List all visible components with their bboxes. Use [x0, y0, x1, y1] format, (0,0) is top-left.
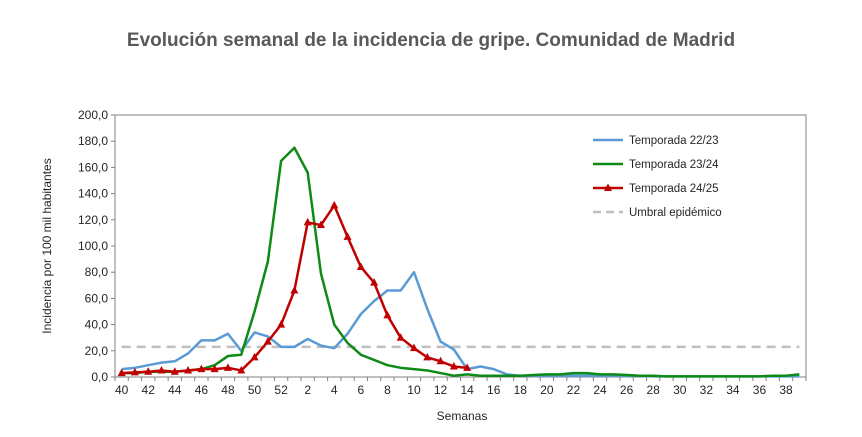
x-tick-label: 4 [331, 383, 338, 397]
x-tick-label: 36 [753, 383, 767, 397]
legend-marker [604, 183, 612, 191]
data-point-marker [170, 367, 179, 375]
data-point-marker [436, 356, 445, 365]
x-tick-label: 48 [221, 383, 235, 397]
legend-label: Temporada 23/24 [629, 159, 719, 171]
y-axis-label: Incidencia por 100 mil habitantes [40, 158, 54, 333]
data-point-marker [463, 363, 472, 371]
x-tick-label: 34 [726, 383, 740, 397]
x-tick-label: 32 [700, 383, 714, 397]
x-tick-label: 46 [195, 383, 209, 397]
x-tick-label: 10 [407, 383, 421, 397]
data-point-marker [144, 367, 153, 375]
data-point-marker [303, 217, 312, 226]
data-point-marker [184, 365, 193, 374]
data-point-marker [250, 352, 259, 361]
y-tick-label: 160,0 [78, 160, 108, 174]
x-tick-label: 14 [460, 383, 474, 397]
x-tick-label: 28 [647, 383, 661, 397]
x-tick-label: 12 [434, 383, 448, 397]
data-point-marker [370, 278, 379, 286]
chart-axes: 0,0 20,0 40,0 60,0 80,0 100,0 120,0 140,0 160,0 1… [78, 108, 807, 397]
y-tick-label: 200,0 [78, 108, 108, 122]
data-point-marker [343, 232, 352, 240]
x-tick-label: 18 [514, 383, 528, 397]
data-point-marker [237, 365, 246, 374]
y-tick-label: 100,0 [78, 239, 108, 253]
legend-label: Temporada 24/25 [629, 183, 719, 195]
x-tick-label: 52 [274, 383, 288, 397]
y-tick-label: 180,0 [78, 134, 108, 148]
data-point-marker [117, 368, 126, 377]
x-tick-label: 2 [304, 383, 311, 397]
x-tick-label: 44 [168, 383, 182, 397]
y-tick-label: 120,0 [78, 213, 108, 227]
x-tick-label: 42 [142, 383, 156, 397]
data-point-marker [396, 333, 405, 341]
series-line-1 [121, 146, 800, 378]
y-tick-label: 60,0 [85, 291, 109, 305]
data-point-marker [409, 343, 418, 352]
x-tick-label: 40 [115, 383, 129, 397]
data-point-marker [423, 352, 432, 361]
data-point-marker [330, 200, 339, 209]
x-tick-label: 38 [779, 383, 793, 397]
data-point-marker [277, 320, 286, 328]
legend-label: Temporada 22/23 [629, 135, 719, 147]
x-tick-label: 22 [567, 383, 581, 397]
x-tick-label: 6 [357, 383, 364, 397]
data-point-marker [130, 367, 139, 376]
y-tick-label: 140,0 [78, 187, 108, 201]
data-point-marker [197, 364, 206, 373]
chart-legend: Temporada 22/23 Temporada 23/24 Temporada … [593, 135, 722, 219]
data-point-marker [316, 220, 325, 229]
x-tick-label: 50 [248, 383, 262, 397]
data-point-marker [210, 364, 219, 373]
data-point-marker [449, 362, 458, 370]
y-tick-label: 80,0 [85, 265, 109, 279]
legend-label: Umbral epidémico [629, 207, 722, 219]
x-tick-label: 24 [593, 383, 607, 397]
x-tick-label: 30 [673, 383, 687, 397]
x-tick-label: 16 [487, 383, 501, 397]
x-tick-label: 26 [620, 383, 634, 397]
x-tick-label: 20 [540, 383, 554, 397]
data-point-marker [383, 310, 392, 319]
data-point-marker [263, 337, 272, 345]
y-tick-label: 0,0 [91, 370, 108, 384]
x-tick-label: 8 [384, 383, 391, 397]
y-tick-label: 40,0 [85, 318, 109, 332]
data-point-marker [356, 262, 365, 270]
data-point-marker [223, 363, 232, 371]
chart-lines [117, 146, 800, 378]
chart-title: Evolución semanal de la incidencia de gr… [126, 30, 736, 51]
data-point-marker [157, 365, 166, 374]
y-tick-label: 20,0 [85, 344, 109, 358]
x-axis-label: Semanas [437, 409, 488, 423]
data-point-marker [290, 286, 299, 294]
